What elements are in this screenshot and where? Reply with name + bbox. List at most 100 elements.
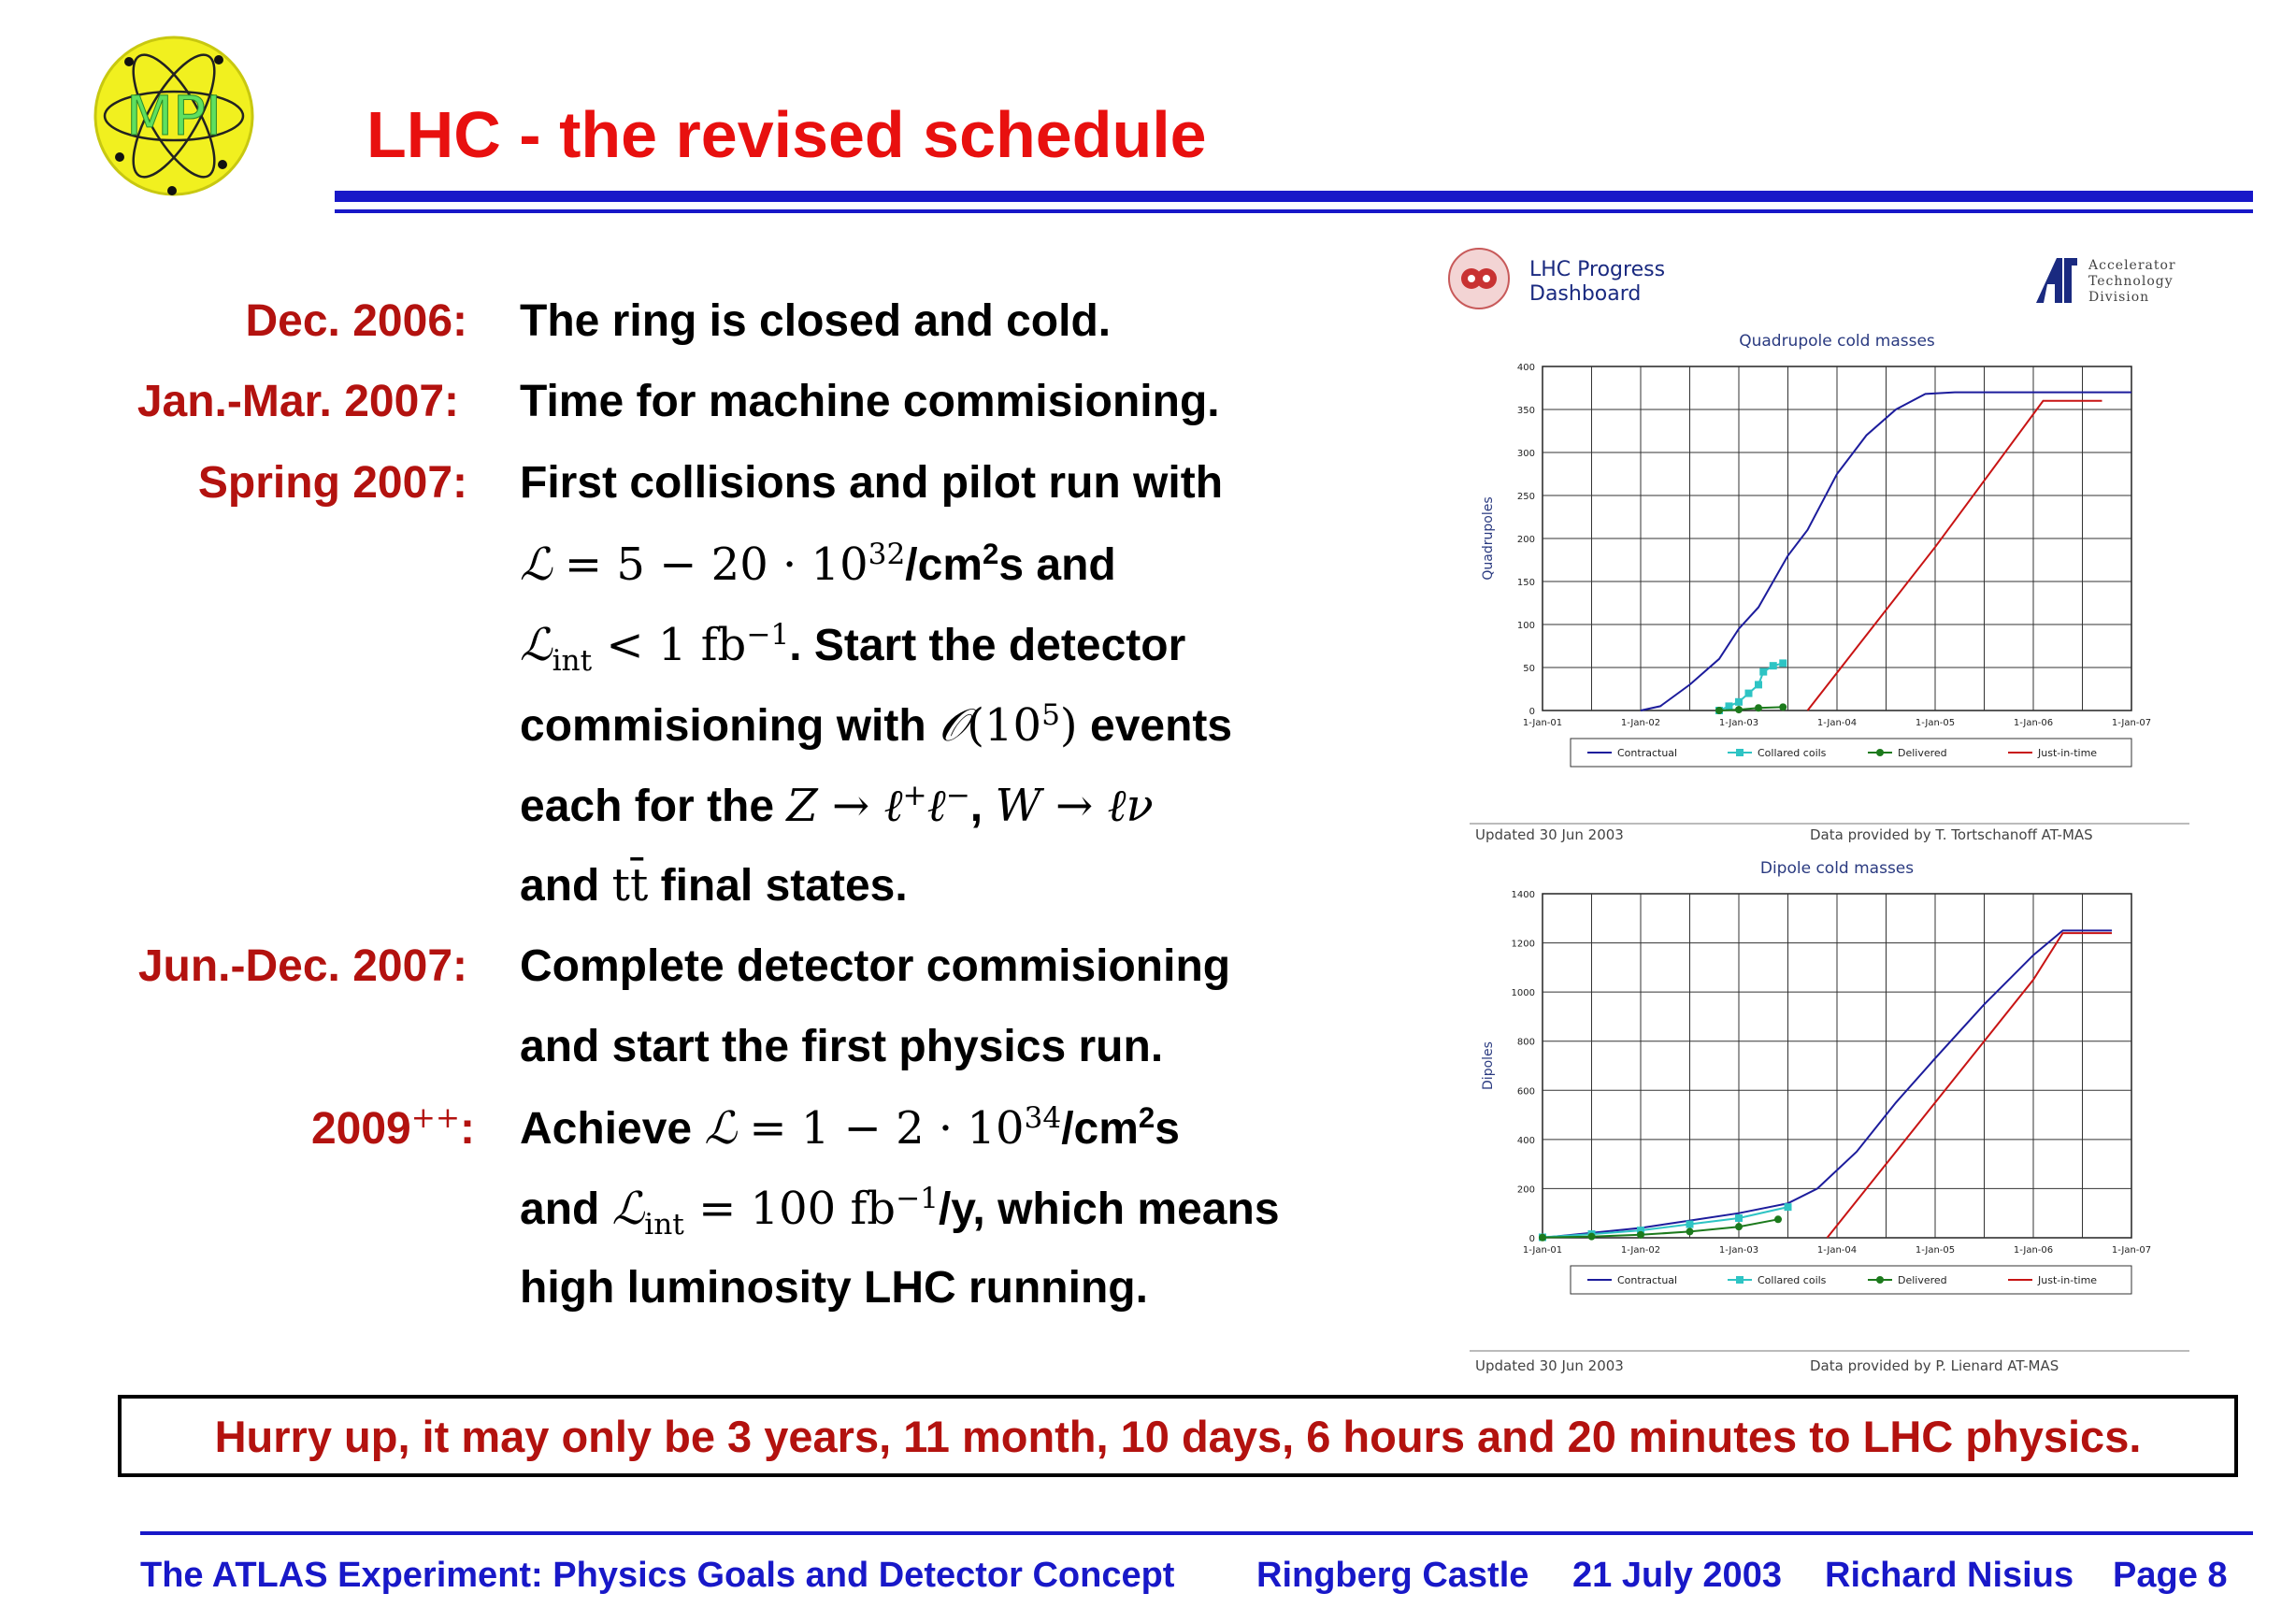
chart-provider: Data provided by P. Lienard AT-MAS [1810,1357,2059,1374]
mpi-logo: MPI [93,36,254,196]
legend-label: Contractual [1617,747,1677,759]
schedule-date: Jun.-Dec. 2007: [137,941,467,991]
y-tick-label: 0 [1529,707,1535,717]
schedule-text: high luminosity LHC running. [520,1263,1148,1313]
chart-divider [1470,823,2189,825]
at-division-logo-icon [2036,258,2077,303]
division-name: Accelerator Technology Division [2088,258,2176,305]
y-tick-label: 200 [1517,535,1535,545]
data-point [1735,706,1743,714]
y-tick-label: 800 [1517,1038,1535,1048]
y-tick-label: 1400 [1512,890,1535,900]
footer-rule [140,1531,2253,1535]
data-point [1755,704,1762,712]
x-tick-label: 1-Jan-06 [2014,1245,2053,1256]
legend-label: Contractual [1617,1274,1677,1286]
data-point [1725,702,1733,711]
y-tick-label: 200 [1517,1184,1535,1195]
page-title: LHC - the revised schedule [366,98,1207,171]
footer-talk: The ATLAS Experiment: Physics Goals and … [140,1556,1175,1595]
schedule-text: and tt̄ final states. [520,859,908,911]
legend-marker [1736,1276,1744,1284]
countdown-notice: Hurry up, it may only be 3 years, 11 mon… [118,1395,2238,1477]
y-tick-label: 250 [1517,492,1535,502]
data-point [1686,1220,1694,1228]
footer-venue: Ringberg Castle [1256,1556,1529,1595]
schedule-date: Spring 2007: [197,458,467,508]
series-line [1806,399,2102,711]
x-tick-label: 1-Jan-05 [1916,718,1955,728]
data-point [1744,689,1753,697]
data-point [1686,1227,1694,1236]
chart-divider [1470,1350,2189,1352]
legend-label: Just-in-time [2037,1274,2097,1286]
x-tick-label: 1-Jan-07 [2112,718,2151,728]
series-line [1542,929,2112,1239]
data-point [1735,697,1743,706]
y-tick-label: 0 [1529,1234,1535,1244]
y-tick-label: 1200 [1512,940,1535,950]
y-tick-label: 600 [1517,1086,1535,1097]
data-point [1779,703,1787,711]
schedule-text: and ℒint = 100 fb−1/y, which means [520,1182,1280,1242]
y-tick-label: 50 [1523,664,1535,674]
schedule-text: ℒ = 5 − 20 · 1032/cm2s and [520,538,1116,592]
data-point [1784,1203,1792,1212]
schedule-text: commisioning with 𝒪(105) events [520,698,1233,753]
y-axis-label: Dipoles [1481,1041,1496,1090]
chart-title: Quadrupole cold masses [1739,332,1935,351]
cern-logo-icon [1448,248,1510,309]
x-tick-label: 1-Jan-02 [1621,718,1660,728]
legend-marker [1876,749,1884,756]
x-tick-label: 1-Jan-01 [1523,718,1562,728]
x-tick-label: 1-Jan-05 [1916,1245,1955,1256]
y-tick-label: 100 [1517,621,1535,631]
y-tick-label: 150 [1517,578,1535,588]
x-tick-label: 1-Jan-04 [1817,718,1857,728]
chart-title: Dipole cold masses [1760,859,1914,878]
dipole-chart: Dipole cold masses 0 200 400 600 800 1000 1200 1… [1481,859,2151,1295]
x-tick-label: 1-Jan-01 [1523,1245,1562,1256]
schedule-date: Jan.-Mar. 2007: [136,377,459,426]
footer-page: Page 8 [2113,1556,2228,1595]
chart-updated: Updated 30 Jun 2003 [1475,826,1624,843]
y-tick-label: 1000 [1512,988,1535,998]
series-line [1542,1218,1779,1239]
x-tick-label: 1-Jan-04 [1817,1245,1857,1256]
x-tick-label: 1-Jan-03 [1719,718,1758,728]
y-axis-label: Quadrupoles [1481,496,1496,580]
legend-label: Collared coils [1758,1274,1827,1286]
schedule-text: First collisions and pilot run with [520,458,1224,508]
schedule-text: The ring is closed and cold. [520,296,1112,346]
series-line [1718,706,1784,711]
y-tick-label: 300 [1517,449,1535,459]
schedule-date: Dec. 2006: [245,296,468,346]
series-line [1640,391,2131,711]
y-tick-label: 400 [1517,1136,1535,1146]
chart-provider: Data provided by T. Tortschanoff AT-MAS [1810,826,2093,843]
data-point [1759,667,1768,676]
data-point [1774,1215,1782,1224]
data-point [1539,1233,1546,1242]
x-tick-label: 1-Jan-02 [1621,1245,1660,1256]
schedule-text: Complete detector commisioning [520,941,1231,991]
schedule-text: and start the first physics run. [520,1022,1164,1071]
data-point [1755,681,1762,689]
logo-text: MPI [126,84,222,148]
schedule-text: Achieve ℒ = 1 − 2 · 1034/cm2s [520,1101,1180,1155]
data-point [1735,1213,1743,1222]
data-point [1779,659,1787,667]
data-point [1735,1223,1743,1231]
series-line [1542,1206,1788,1239]
title-rule-thin [335,209,2253,213]
x-tick-label: 1-Jan-06 [2014,718,2053,728]
legend-box [1570,738,2132,768]
title-rule-thick [335,191,2253,202]
schedule-text: Time for machine commisioning. [520,377,1220,426]
data-point [1637,1227,1644,1235]
data-point [1715,707,1723,714]
y-tick-label: 400 [1517,363,1535,373]
legend-marker [1876,1276,1884,1284]
x-tick-label: 1-Jan-03 [1719,1245,1758,1256]
schedule-date: 2009++: [310,1101,475,1155]
